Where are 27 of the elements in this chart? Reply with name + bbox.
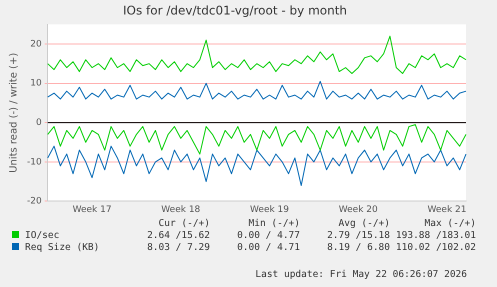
text: Last update: Fri May 22 06:26:07 2026 bbox=[255, 269, 467, 280]
text: Cur (-/+) bbox=[158, 218, 210, 229]
text: 110.02 /102.02 bbox=[394, 242, 476, 253]
legend-label: IO/sec bbox=[24, 230, 60, 241]
legend-label: Req Size (KB) bbox=[24, 242, 100, 253]
text: 2.79 /15.18 bbox=[326, 230, 390, 241]
text: 8.19 / 6.80 bbox=[326, 242, 390, 253]
y-tick-label: 20 bbox=[30, 39, 42, 50]
y-tick-label: 0 bbox=[36, 118, 42, 128]
chart-title: IOs for /dev/tdc01-vg/root - by month bbox=[122, 3, 348, 18]
x-tick-label: Week 17 bbox=[72, 204, 112, 215]
y-axis-title: Units read (-) / write (+) bbox=[8, 52, 20, 173]
y-tick-label: -10 bbox=[26, 157, 42, 168]
text: Min (-/+) bbox=[248, 218, 300, 229]
text: 8.03 / 7.29 bbox=[146, 242, 210, 253]
x-tick-label: Week 18 bbox=[161, 204, 201, 215]
text: Max (-/+) bbox=[424, 218, 476, 229]
x-tick-label: Week 21 bbox=[427, 204, 466, 215]
text: 0.00 / 4.77 bbox=[236, 230, 300, 241]
y-tick-label: 10 bbox=[30, 78, 42, 89]
text: 2.64 /15.62 bbox=[146, 230, 210, 241]
x-tick-label: Week 19 bbox=[250, 204, 290, 215]
text: Avg (-/+) bbox=[338, 218, 390, 229]
text: 193.88 /183.01 bbox=[394, 230, 476, 241]
y-tick-label: -20 bbox=[26, 196, 42, 207]
text: 0.00 / 4.71 bbox=[236, 242, 300, 253]
x-tick-label: Week 20 bbox=[338, 204, 378, 215]
